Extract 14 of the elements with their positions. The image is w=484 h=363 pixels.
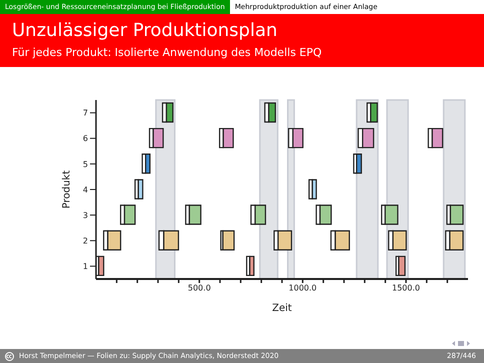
y-tick-label: 7 bbox=[82, 108, 88, 118]
x-tick-label: 1000.0 bbox=[288, 284, 317, 293]
x-axis-title: Zeit bbox=[272, 303, 292, 314]
y-tick-label: 2 bbox=[82, 236, 88, 246]
y-tick-label: 4 bbox=[82, 185, 88, 194]
y-tick-label: 1 bbox=[82, 262, 88, 272]
y-axis-title: Produkt bbox=[62, 170, 73, 209]
x-tick-label: 500.0 bbox=[188, 284, 211, 293]
y-tick-label: 5 bbox=[82, 160, 88, 169]
x-tick-label: 1500.0 bbox=[392, 284, 420, 293]
chart-title: Unzulässiger Produktionsplan bbox=[12, 20, 278, 41]
y-tick-label: 3 bbox=[82, 210, 88, 220]
y-tick-label: 6 bbox=[82, 134, 88, 144]
chart-subtitle: Für jedes Produkt: Isolierte Anwendung des Modells EPQ bbox=[12, 46, 322, 59]
